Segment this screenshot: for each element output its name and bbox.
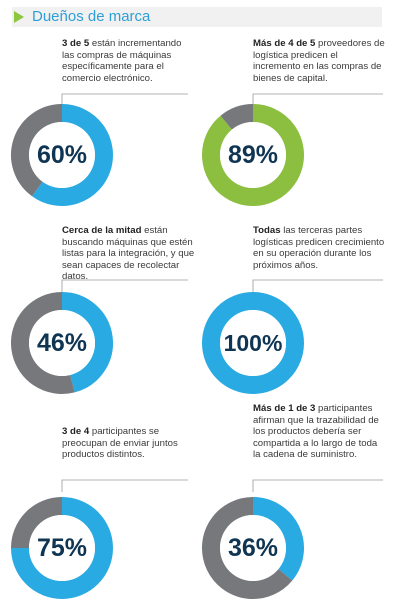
donut-chart-5: 75% (11, 497, 113, 599)
caption-2-text: proveedores de logística predicen el inc… (253, 38, 385, 84)
donut-1-segment-1 (32, 104, 113, 206)
caption-2: Más de 4 de 5 proveedores de logística p… (253, 38, 385, 84)
donut-4-percent-label: 100% (224, 330, 283, 356)
donut-1-segment-2 (11, 104, 63, 197)
connector-line-6 (252, 479, 383, 492)
caption-6-bold: Más de 1 de 3 (253, 403, 316, 414)
donut-5-segment-1 (11, 497, 113, 599)
donut-2-segment-1 (202, 104, 304, 206)
donut-2-center (220, 122, 286, 188)
donut-6-segment-2 (202, 497, 293, 599)
header-bar (12, 7, 382, 27)
donut-1-center (29, 122, 95, 188)
caption-4-bold: Todas (253, 225, 281, 236)
caption-3: Cerca de la mitad están buscando máquina… (62, 225, 200, 283)
caption-4-text: las terceras partes logísticas predicen … (253, 225, 385, 271)
donut-6-percent-label: 36% (228, 534, 278, 562)
donut-3-percent-label: 46% (37, 329, 87, 357)
caption-1-text: están incrementando las compras de máqui… (62, 38, 182, 84)
donut-2-percent-label: 89% (228, 141, 278, 169)
caption-5-bold: 3 de 4 (62, 426, 90, 437)
caption-1: 3 de 5 están incrementando las compras d… (62, 38, 196, 84)
donut-3-center (29, 310, 95, 376)
donut-5-center (29, 515, 95, 581)
caption-1-bold: 3 de 5 (62, 38, 90, 49)
donut-chart-1: 60% (11, 104, 113, 206)
donut-1-percent-label: 60% (37, 141, 87, 169)
caption-4: Todas las terceras partes logísticas pre… (253, 225, 385, 271)
caption-6-text: participantes afirman que la trazabilida… (253, 403, 379, 460)
connector-line-3 (61, 279, 188, 292)
connector-line-4 (252, 279, 383, 292)
donut-3-segment-2 (11, 292, 75, 394)
donut-6-center (220, 515, 286, 581)
donut-2-segment-2 (220, 104, 254, 130)
donut-4-segment-1 (202, 292, 304, 394)
donut-chart-2: 89% (202, 104, 304, 206)
donut-3-segment-1 (61, 292, 113, 393)
donut-chart-3: 46% (11, 292, 113, 394)
caption-6: Más de 1 de 3 participantes afirman que … (253, 403, 383, 461)
donut-4-center (220, 310, 286, 376)
connector-line-1 (61, 93, 188, 106)
caption-5-text: participantes se preocupan de enviar jun… (62, 426, 178, 460)
play-arrow-icon (14, 11, 24, 23)
caption-5: 3 de 4 participantes se preocupan de env… (62, 426, 196, 461)
caption-2-bold: Más de 4 de 5 (253, 38, 316, 49)
donut-5-percent-label: 75% (37, 534, 87, 562)
caption-3-text: están buscando máquinas que estén listas… (62, 225, 195, 282)
connector-line-2 (252, 93, 383, 106)
caption-3-bold: Cerca de la mitad (62, 225, 142, 236)
page-title: Dueños de marca (32, 8, 151, 25)
donut-5-segment-2 (11, 497, 63, 549)
connector-line-5 (61, 479, 188, 492)
connector-lines (61, 93, 383, 492)
donut-chart-6: 36% (202, 497, 304, 599)
donut-6-segment-1 (252, 497, 304, 581)
donut-chart-4: 100% (202, 292, 304, 394)
